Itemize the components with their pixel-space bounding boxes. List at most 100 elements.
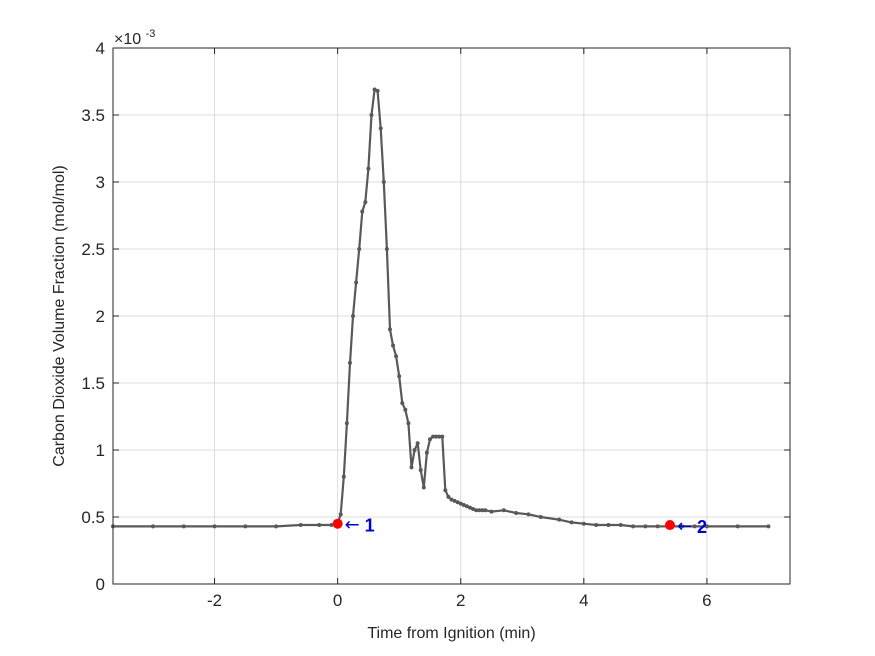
data-point xyxy=(424,450,429,455)
data-point xyxy=(378,126,383,131)
data-point xyxy=(274,524,279,529)
data-point xyxy=(357,247,362,251)
data-point xyxy=(526,512,531,517)
y-tick-label: 1 xyxy=(96,441,105,460)
x-tick-label: 0 xyxy=(333,591,342,610)
tick-labels: -2 0 2 4 6 0 0.5 1 1.5 2 2.5 3 3.5 4 xyxy=(81,39,711,610)
data-point xyxy=(427,437,432,442)
x-tick-label: 2 xyxy=(456,591,465,610)
data-point xyxy=(477,508,482,513)
data-point xyxy=(489,509,494,514)
data-point xyxy=(501,508,506,513)
data-point xyxy=(329,523,334,528)
data-point xyxy=(643,524,648,529)
data-point xyxy=(344,421,349,426)
y-tick-label: 3 xyxy=(96,173,105,192)
event-marker-arrow: ← xyxy=(345,515,360,536)
data-point xyxy=(351,314,356,318)
markers-group: ← 1 ← 2 xyxy=(332,515,707,537)
data-point xyxy=(594,523,599,528)
data-point xyxy=(458,501,463,506)
event-marker-label: 1 xyxy=(365,516,375,536)
event-marker-arrow: ← xyxy=(677,516,692,537)
data-point xyxy=(440,434,445,439)
data-point xyxy=(409,465,414,470)
data-point xyxy=(360,209,365,214)
data-point xyxy=(397,374,402,379)
data-point xyxy=(366,166,371,171)
data-point xyxy=(387,327,392,332)
data-point xyxy=(766,524,771,529)
data-point xyxy=(437,434,442,439)
data-point xyxy=(471,506,476,511)
data-point xyxy=(243,524,248,529)
data-point xyxy=(680,524,685,529)
y-tick-label: 4 xyxy=(96,39,105,58)
data-point xyxy=(418,468,423,473)
data-point xyxy=(406,421,411,426)
data-point xyxy=(372,87,377,92)
event-marker xyxy=(332,518,343,529)
data-point xyxy=(151,524,156,529)
event-marker-label: 2 xyxy=(697,517,707,537)
data-point xyxy=(394,354,399,359)
x-tick-label: 6 xyxy=(702,591,711,610)
x-tick-label: -2 xyxy=(207,591,222,610)
data-point xyxy=(446,494,451,499)
data-point xyxy=(381,180,386,184)
y-exponent-power: -3 xyxy=(146,28,156,40)
data-point xyxy=(212,524,217,529)
data-point xyxy=(400,401,405,406)
data-point xyxy=(341,474,346,479)
data-point xyxy=(467,505,472,510)
data-point xyxy=(692,524,697,529)
data-point xyxy=(434,434,439,439)
y-axis-label: Carbon Dioxide Volume Fraction (mol/mol) xyxy=(51,165,68,466)
data-point xyxy=(483,508,488,513)
data-point xyxy=(384,247,389,251)
data-point xyxy=(557,517,562,522)
data-point xyxy=(403,407,408,412)
y-tick-label: 1.5 xyxy=(81,374,105,393)
data-point xyxy=(480,508,485,513)
data-point xyxy=(369,113,374,117)
data-point xyxy=(449,497,454,502)
data-point xyxy=(452,498,457,503)
data-point xyxy=(581,521,586,526)
data-point xyxy=(338,512,343,517)
data-point xyxy=(538,515,543,519)
plot-frame xyxy=(112,47,791,585)
y-tick-label: 2 xyxy=(96,307,105,326)
event-marker xyxy=(664,520,675,531)
data-point xyxy=(606,523,611,528)
data-point xyxy=(443,488,448,493)
data-point xyxy=(569,520,574,525)
data-point xyxy=(431,434,436,439)
data-point xyxy=(461,502,466,507)
data-point xyxy=(464,504,469,509)
data-point xyxy=(618,523,623,528)
data-point xyxy=(704,524,709,529)
data-point xyxy=(412,448,417,452)
data-point xyxy=(181,524,186,529)
data-point xyxy=(347,360,352,365)
data-point xyxy=(415,441,420,446)
data-point xyxy=(298,523,303,528)
data-point xyxy=(455,500,460,505)
data-point xyxy=(631,524,636,529)
y-exponent: ×10 -3 xyxy=(114,28,155,48)
y-tick-label: 0 xyxy=(96,575,105,594)
data-point xyxy=(391,343,396,348)
data-point xyxy=(474,508,479,513)
y-tick-label: 0.5 xyxy=(81,508,105,527)
y-exponent-base: ×10 xyxy=(114,31,141,48)
y-tick-label: 3.5 xyxy=(81,106,105,125)
data-point xyxy=(317,523,322,528)
data-point xyxy=(514,510,519,515)
y-tick-label: 2.5 xyxy=(81,240,105,259)
data-point xyxy=(655,524,660,529)
x-tick-label: 4 xyxy=(579,591,588,610)
x-axis-label: Time from Ignition (min) xyxy=(367,625,535,642)
data-point xyxy=(421,485,426,490)
